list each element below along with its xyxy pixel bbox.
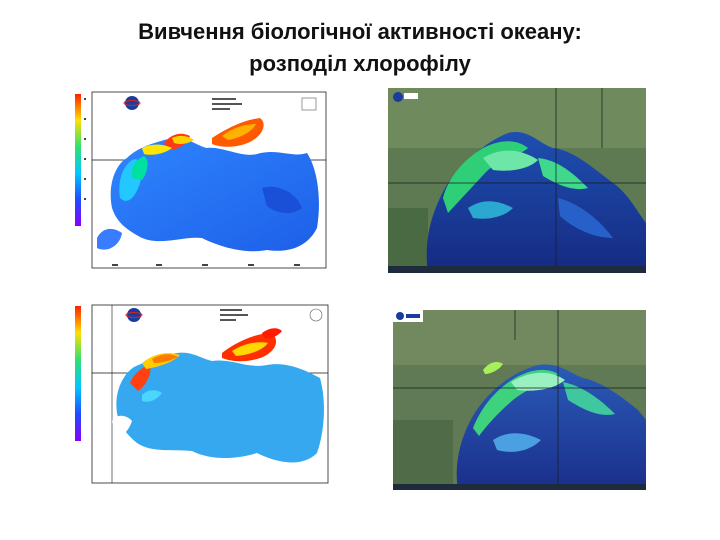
satellite-image-top-right (388, 88, 646, 273)
sea-area (110, 137, 319, 252)
satellite-image-bottom-right (393, 310, 646, 490)
esa-logo-icon (393, 310, 423, 322)
sea-area (116, 352, 324, 463)
slide-title: Вивчення біологічної активності океану: … (0, 16, 720, 80)
slide-title-line-1: Вивчення біологічної активності океану: (138, 19, 582, 44)
chlorophyll-map-bottom-left (72, 303, 330, 485)
agency-logo-icon (123, 96, 141, 110)
color-scale-bar (75, 94, 81, 226)
agency-logo-icon (125, 308, 143, 322)
slide-title-line-2: розподіл хлорофілу (249, 51, 471, 76)
chlorophyll-map-top-left (72, 88, 328, 270)
color-scale-bar (75, 306, 81, 441)
esa-logo-icon (393, 92, 418, 102)
